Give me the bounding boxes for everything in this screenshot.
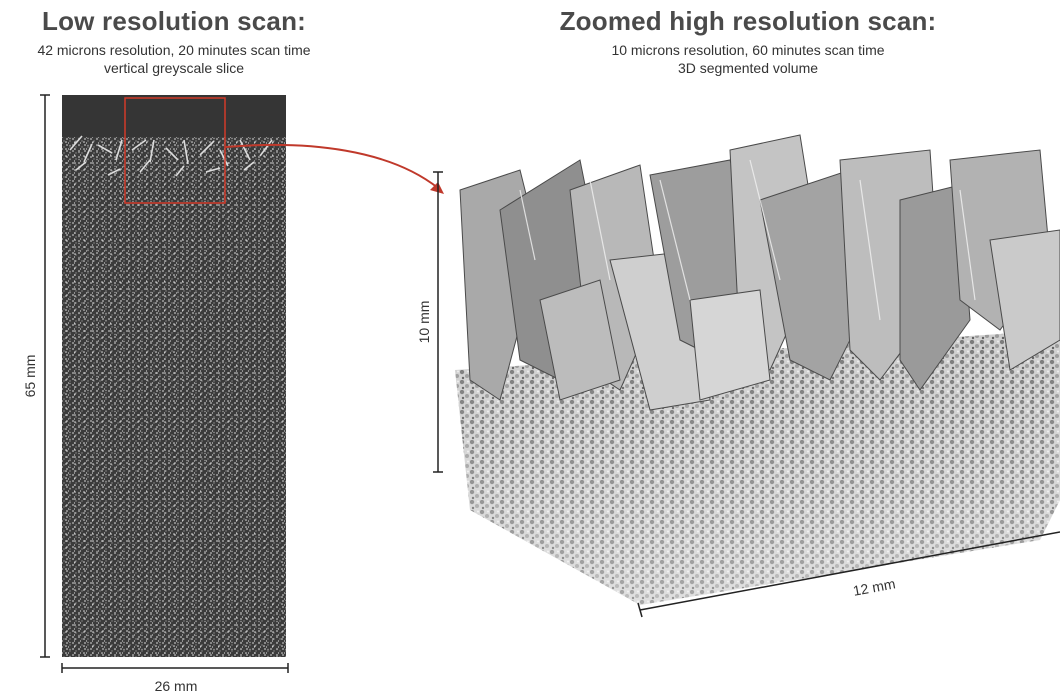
zoom-region-box [124, 97, 226, 204]
high-res-title: Zoomed high resolution scan: [559, 6, 937, 36]
greyscale-slice-image [62, 95, 286, 657]
low-res-subtitle-1: 42 microns resolution, 20 minutes scan t… [37, 42, 311, 58]
volume-height-label: 10 mm [416, 301, 432, 344]
volume-height-dimension-line [433, 171, 443, 473]
low-res-subtitle-2: vertical greyscale slice [103, 60, 245, 76]
height-dimension-line [40, 94, 50, 658]
low-res-title: Low resolution scan: [41, 6, 307, 36]
high-res-subtitle-1: 10 microns resolution, 60 minutes scan t… [611, 42, 885, 58]
width-label: 26 mm [154, 678, 198, 694]
height-label: 65 mm [22, 355, 38, 398]
volume-width-dimension-line [637, 531, 1060, 618]
width-dimension-line [61, 663, 289, 673]
volume-width-label: 12 mm [852, 575, 897, 599]
segmented-volume-image [455, 134, 1060, 605]
high-res-subtitle-2: 3D segmented volume [677, 60, 819, 76]
zoom-arrow [224, 143, 444, 194]
